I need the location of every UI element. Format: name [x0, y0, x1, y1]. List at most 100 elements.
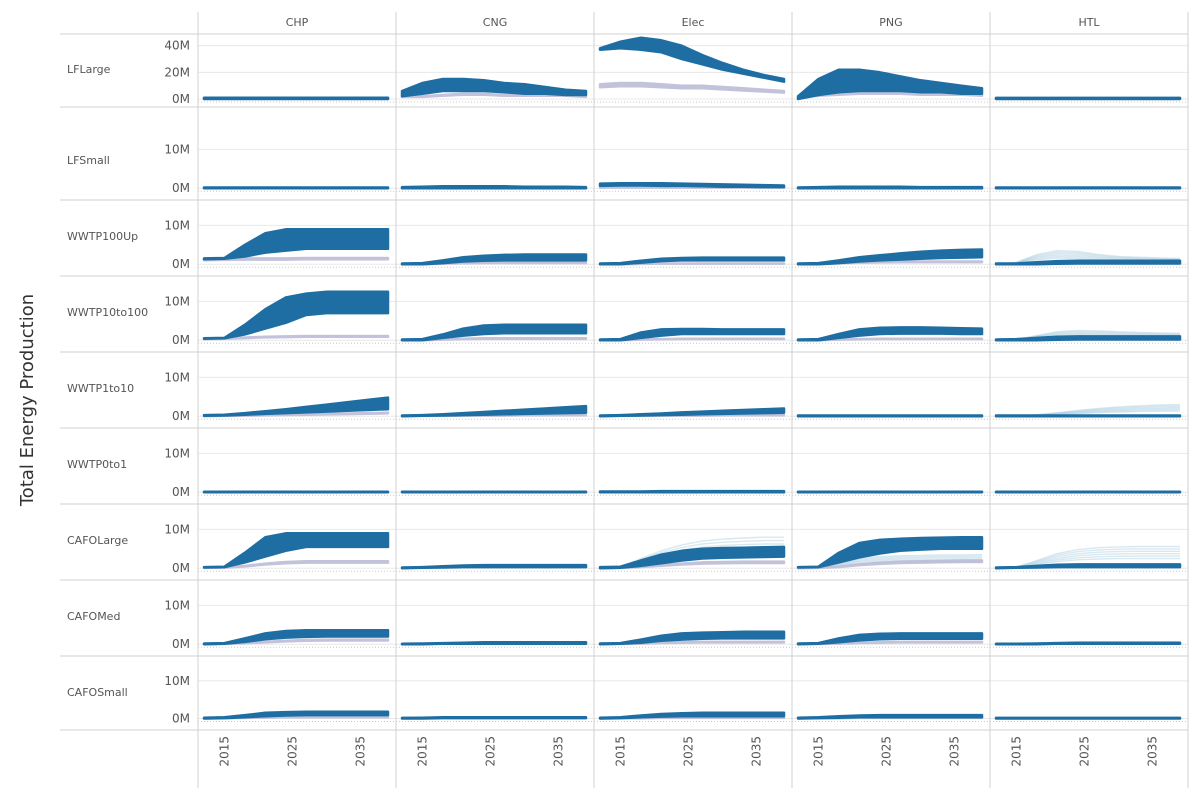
main-series-band-wwtp1to10-elec — [598, 407, 786, 418]
row-label-cafosmall: CAFOSmall — [67, 686, 128, 699]
main-series-band-lfsmall-elec — [598, 181, 786, 189]
y-tick-label: 10M — [164, 446, 190, 460]
y-tick-label: 0M — [172, 711, 190, 725]
main-series-band-wwtp10to100-cng — [400, 323, 588, 342]
x-tick-label: 2035 — [1146, 736, 1160, 767]
x-tick-label: 2025 — [682, 736, 696, 767]
y-tick-label: 0M — [172, 485, 190, 499]
x-tick-label: 2015 — [415, 736, 429, 767]
main-series-band-cafolarge-chp — [202, 532, 390, 569]
main-series-band-wwtp1to10-htl — [994, 414, 1182, 418]
main-series-band-wwtp100up-cng — [400, 253, 588, 266]
main-series-band-cafosmall-chp — [202, 710, 390, 720]
x-tick-label: 2035 — [552, 736, 566, 767]
y-tick-label: 10M — [164, 370, 190, 384]
main-series-band-cafolarge-htl — [994, 563, 1182, 570]
x-tick-label: 2035 — [750, 736, 764, 767]
faint-trajectory — [995, 545, 1180, 569]
main-series-band-lfsmall-htl — [994, 186, 1182, 190]
y-tick-label: 40M — [164, 39, 190, 53]
faint-trajectory — [995, 252, 1181, 265]
lavender-series-band — [796, 337, 984, 342]
main-series-band-cafolarge-cng — [400, 563, 588, 570]
y-tick-label: 10M — [164, 218, 190, 232]
main-series-band-lflarge-png — [796, 68, 984, 101]
y-tick-label: 0M — [172, 637, 190, 651]
y-tick-label: 0M — [172, 561, 190, 575]
y-tick-label: 10M — [164, 142, 190, 156]
y-tick-label: 0M — [172, 181, 190, 195]
main-series-band-wwtp0to1-elec — [598, 489, 786, 494]
x-tick-label: 2025 — [1078, 736, 1092, 767]
faint-trajectory — [995, 251, 1181, 265]
y-tick-label: 0M — [172, 409, 190, 423]
lavender-series-band — [598, 640, 786, 646]
y-tick-label: 0M — [172, 92, 190, 106]
main-series-band-wwtp0to1-png — [796, 490, 984, 494]
x-tick-label: 2025 — [286, 736, 300, 767]
main-series-band-lflarge-cng — [400, 77, 588, 98]
row-label-wwtp10to100: WWTP10to100 — [67, 306, 148, 319]
main-series-band-cafomed-htl — [994, 641, 1182, 646]
main-series-band-cafolarge-elec — [598, 545, 786, 570]
main-series-band-wwtp0to1-chp — [202, 490, 390, 494]
column-label-chp: CHP — [286, 16, 309, 29]
row-label-wwtp0to1: WWTP0to1 — [67, 458, 127, 471]
y-tick-label: 10M — [164, 522, 190, 536]
main-series-band-lflarge-elec — [598, 36, 786, 83]
main-series-band-cafosmall-elec — [598, 711, 786, 720]
main-series-band-wwtp1to10-cng — [400, 404, 588, 418]
frame-layer — [60, 12, 1189, 788]
lavender-series-band — [202, 559, 390, 570]
column-label-png: PNG — [879, 16, 902, 29]
y-tick-label: 10M — [164, 674, 190, 688]
faint-trajectory — [995, 550, 1180, 569]
main-series-band-wwtp1to10-png — [796, 414, 984, 418]
main-series-band-cafosmall-cng — [400, 716, 588, 720]
x-tick-label: 2025 — [880, 736, 894, 767]
faint-trajectory — [995, 249, 1181, 265]
x-tick-label: 2025 — [484, 736, 498, 767]
y-tick-label: 0M — [172, 333, 190, 347]
main-series-band-wwtp100up-htl — [994, 259, 1182, 266]
main-series-band-wwtp10to100-chp — [202, 290, 390, 340]
column-label-elec: Elec — [682, 16, 705, 29]
y-tick-label: 10M — [164, 598, 190, 612]
row-label-wwtp1to10: WWTP1to10 — [67, 382, 134, 395]
lavender-series-band — [598, 81, 786, 94]
x-tick-label: 2035 — [354, 736, 368, 767]
main-series-band-lflarge-chp — [202, 96, 390, 101]
main-series-band-cafosmall-htl — [994, 716, 1182, 720]
x-tick-label: 2015 — [811, 736, 825, 767]
column-label-htl: HTL — [1078, 16, 1100, 29]
lavender-series-band — [796, 559, 984, 570]
lavender-series-band — [598, 262, 786, 266]
main-series-band-lfsmall-chp — [202, 186, 390, 190]
text-layer: Total Energy Production CHP CNG Elec PNG HTL… — [17, 16, 1160, 767]
row-label-cafomed: CAFOMed — [67, 610, 120, 623]
marks-layer — [202, 36, 1182, 720]
faint-trajectory — [995, 548, 1180, 569]
lavender-series-band — [598, 337, 786, 342]
main-series-band-lflarge-htl — [994, 96, 1182, 101]
main-series-band-wwtp100up-elec — [598, 256, 786, 266]
main-series-band-wwtp10to100-htl — [994, 335, 1182, 342]
main-series-band-wwtp100up-chp — [202, 228, 390, 261]
main-series-band-wwtp0to1-cng — [400, 490, 588, 494]
y-axis-title: Total Energy Production — [17, 294, 38, 507]
main-series-band-wwtp100up-png — [796, 248, 984, 266]
main-series-band-cafosmall-png — [796, 713, 984, 720]
main-series-band-cafolarge-png — [796, 535, 984, 569]
main-series-band-wwtp1to10-chp — [202, 396, 390, 418]
main-series-band-cafomed-png — [796, 632, 984, 646]
row-label-cafolarge: CAFOLarge — [67, 534, 128, 547]
main-series-band-lfsmall-png — [796, 185, 984, 190]
main-series-band-cafomed-cng — [400, 641, 588, 646]
lavender-series-band — [202, 638, 390, 646]
grid-layer — [198, 45, 1188, 722]
y-tick-label: 10M — [164, 294, 190, 308]
main-series-band-wwtp10to100-elec — [598, 327, 786, 342]
lavender-series-band — [400, 92, 588, 99]
lavender-series-band — [202, 256, 390, 262]
